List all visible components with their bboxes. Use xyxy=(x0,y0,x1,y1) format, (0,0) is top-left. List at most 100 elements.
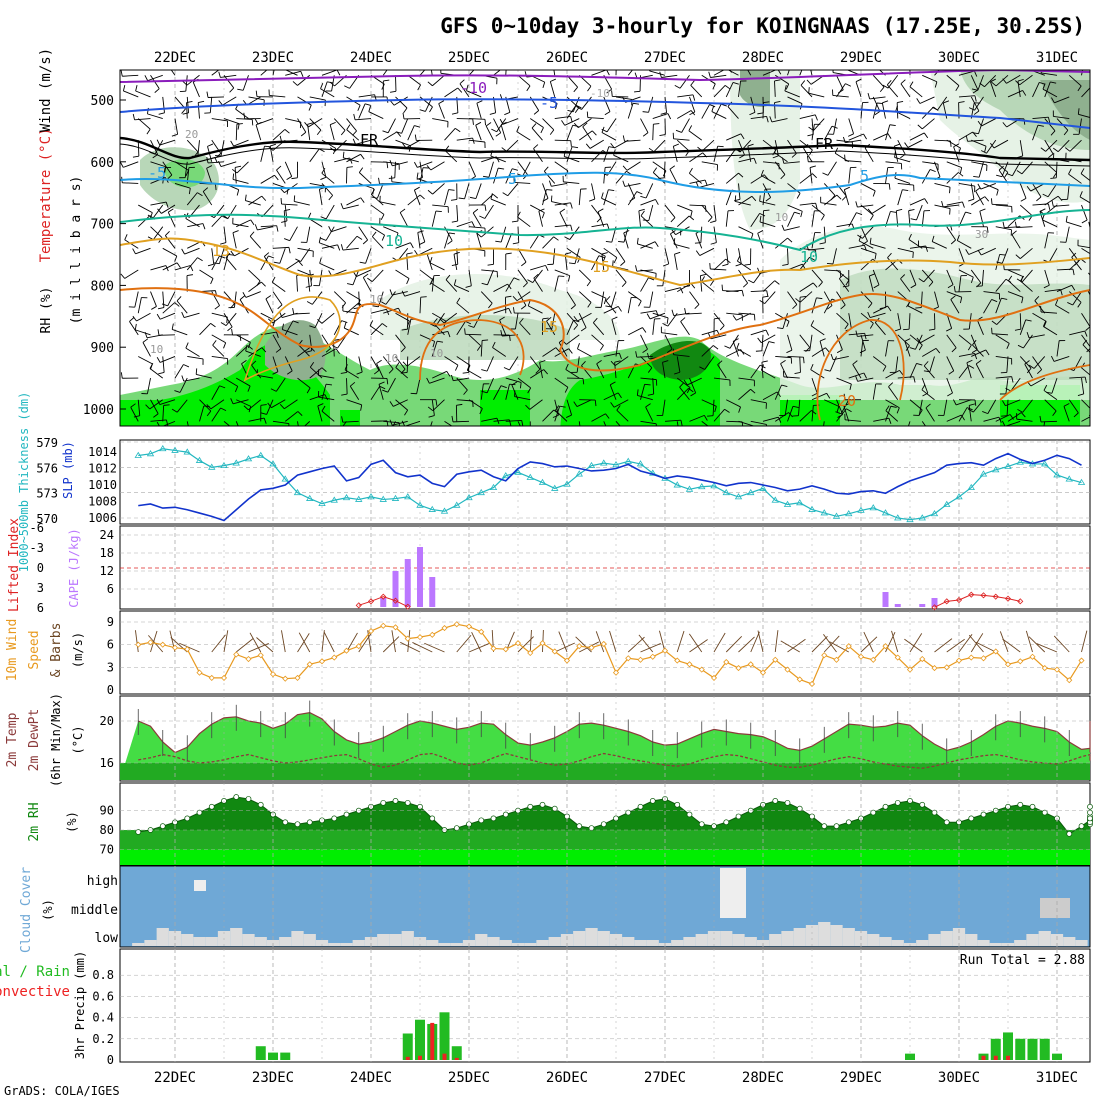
wind-barb xyxy=(1044,81,1051,98)
wind-barb xyxy=(488,161,494,178)
ylabel-millibars: (m i l l i b a r s) xyxy=(69,176,84,325)
precip-total-bar xyxy=(1052,1053,1062,1060)
wind-barb xyxy=(615,269,627,283)
wind-barb-flag xyxy=(965,211,972,215)
wind-barb-flag xyxy=(830,353,834,360)
wind-barb xyxy=(582,126,592,141)
wind-barb xyxy=(150,399,159,414)
wind-barb-flag xyxy=(499,316,505,321)
wind-barb-flag xyxy=(321,405,326,412)
wind-barb-flag xyxy=(182,80,188,86)
wind-barb-flag xyxy=(602,256,606,263)
wind-barb xyxy=(444,189,449,206)
rh-tick-label: 90 xyxy=(100,804,114,818)
wind-barb xyxy=(977,75,984,91)
wind-barb-flag xyxy=(402,112,405,119)
rh2m-point xyxy=(453,825,460,831)
wind10m-speed-point xyxy=(380,622,387,629)
wind10m-barb xyxy=(860,636,878,653)
wind-barb xyxy=(395,356,406,370)
rh2m-point xyxy=(588,825,595,831)
wind-barb-flag xyxy=(762,295,769,298)
wind-barb xyxy=(542,118,555,131)
wind-barb xyxy=(150,226,163,239)
wind-barb xyxy=(135,247,151,255)
wind-barb xyxy=(211,312,228,318)
wind10m-speed-point xyxy=(527,649,534,657)
wind-barb-flag xyxy=(468,325,475,328)
wind-barb-flag xyxy=(130,403,136,408)
wind-barb-flag xyxy=(383,79,390,82)
wind-barb xyxy=(750,329,767,336)
wind-barb-flag xyxy=(153,413,159,418)
wind-barb xyxy=(431,399,435,416)
wind-barb-flag xyxy=(1048,203,1051,210)
wind-barb xyxy=(456,137,473,141)
wind-barb-flag xyxy=(585,143,591,149)
wind-barb-flag xyxy=(499,118,504,125)
wind-barb xyxy=(542,183,549,199)
wind-barb xyxy=(297,421,299,426)
wind-barb-flag xyxy=(419,109,426,112)
cloud-low-bar xyxy=(426,940,439,946)
wind-barb xyxy=(689,96,696,113)
ylabel-cape: CAPE (J/kg) xyxy=(67,528,81,607)
wind-barb xyxy=(869,312,886,319)
wind-barb-flag xyxy=(451,112,458,115)
wind-barb xyxy=(196,373,212,379)
wind-barb-flag xyxy=(329,81,335,87)
wind-barb-flag xyxy=(612,260,614,267)
wind-barb-flag xyxy=(613,257,618,264)
wind-barb-flag xyxy=(796,193,801,199)
wind-barb xyxy=(958,95,975,98)
wind-barb-flag xyxy=(570,304,576,310)
wind10m-speed-point xyxy=(992,648,999,655)
wind-barb xyxy=(710,334,727,340)
cloud-low-bar xyxy=(585,928,598,946)
wind-barb-flag xyxy=(1068,168,1072,175)
wind-barb-flag xyxy=(570,224,573,231)
wind-barb-flag xyxy=(456,297,461,304)
wind-barb-flag xyxy=(955,85,960,91)
wind-barb-flag xyxy=(1042,193,1049,198)
wind-barb-flag xyxy=(889,124,896,126)
ylabel-speed: Speed xyxy=(27,630,42,669)
wind10m-speed-point xyxy=(514,640,522,647)
wind-barb-flag xyxy=(1042,214,1045,221)
thickness-point xyxy=(171,446,179,453)
wind-barb xyxy=(946,201,963,206)
wind-barb xyxy=(162,167,166,184)
wind-barb xyxy=(932,241,947,249)
wind-barb xyxy=(710,268,727,271)
wind-barb-flag xyxy=(432,341,436,348)
wind-barb-flag xyxy=(374,94,377,101)
wind-barb xyxy=(1022,399,1033,413)
wind-barb xyxy=(430,282,445,292)
wind-barb xyxy=(677,283,692,292)
wind-barb-flag xyxy=(655,310,659,317)
wind-barb-flag xyxy=(1073,412,1079,418)
wind-barb-flag xyxy=(268,255,275,259)
wind-barb xyxy=(574,248,580,264)
cloud-low-bar xyxy=(683,937,696,946)
wind-barb-flag xyxy=(156,421,160,426)
wind10m-barb xyxy=(1028,636,1046,653)
wind-barb-flag xyxy=(402,361,408,367)
wind-barb-flag xyxy=(812,173,818,179)
wind10m-speed-point xyxy=(845,643,852,650)
wind-barb xyxy=(737,260,751,271)
li-point xyxy=(1004,595,1012,602)
rh2m-point xyxy=(625,809,632,816)
wind-barb-flag xyxy=(475,121,482,126)
wind-barb xyxy=(983,183,999,191)
wind-barb-flag xyxy=(1021,412,1026,418)
wind-barb-flag xyxy=(245,345,248,352)
wind-barb-flag xyxy=(538,208,545,212)
wind-barb xyxy=(1006,74,1021,84)
wind-barb xyxy=(800,84,813,98)
wind-barb-flag xyxy=(317,403,324,407)
wind-barb xyxy=(661,332,678,336)
wind-barb xyxy=(429,377,445,384)
wind-barb xyxy=(652,113,669,119)
